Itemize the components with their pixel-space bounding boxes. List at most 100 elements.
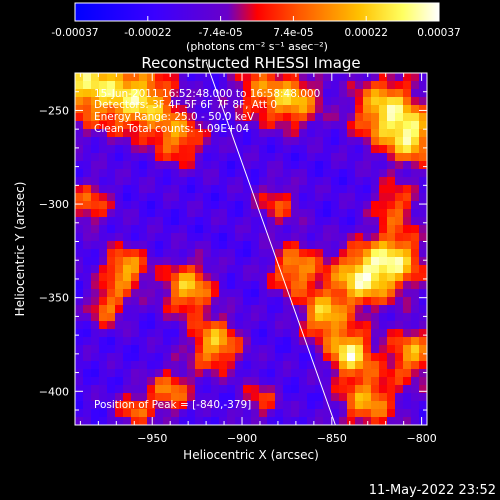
heatmap-cell: [187, 305, 196, 314]
heatmap-cell: [179, 161, 188, 170]
heatmap-cell: [363, 73, 372, 82]
heatmap-cell: [155, 225, 164, 234]
heatmap-cell: [203, 369, 212, 378]
heatmap-cell: [267, 337, 276, 346]
heatmap-cell: [403, 321, 412, 330]
heatmap-cell: [163, 265, 172, 274]
heatmap-cell: [315, 305, 324, 314]
heatmap-cell: [147, 345, 156, 354]
heatmap-cell: [267, 209, 276, 218]
heatmap-cell: [419, 369, 427, 378]
heatmap-cell: [251, 273, 260, 282]
heatmap-cell: [147, 393, 156, 402]
heatmap-cell: [99, 145, 108, 154]
heatmap-cell: [123, 273, 132, 282]
heatmap-cell: [323, 113, 332, 122]
heatmap-cell: [299, 73, 308, 82]
heatmap-cell: [243, 353, 252, 362]
heatmap-cell: [355, 113, 364, 122]
heatmap-cell: [147, 161, 156, 170]
heatmap-cell: [243, 145, 252, 154]
heatmap-cell: [363, 281, 372, 290]
heatmap-cell: [203, 393, 212, 402]
heatmap-cell: [171, 209, 180, 218]
heatmap-cell: [395, 73, 404, 82]
heatmap-cell: [275, 185, 284, 194]
heatmap-cell: [283, 97, 292, 106]
heatmap-cell: [331, 193, 340, 202]
plot-frame: [74, 72, 428, 426]
heatmap-cell: [107, 225, 116, 234]
heatmap-cell: [219, 409, 228, 418]
heatmap-cell: [371, 217, 380, 226]
heatmap-cell: [179, 97, 188, 106]
heatmap-cell: [171, 177, 180, 186]
y-axis-label: Heliocentric Y (arcsec): [13, 182, 27, 317]
heatmap-cell: [291, 225, 300, 234]
heatmap-cell: [243, 209, 252, 218]
heatmap-cell: [171, 185, 180, 194]
heatmap-cell: [75, 281, 84, 290]
heatmap-cell: [91, 241, 100, 250]
heatmap-cell: [355, 97, 364, 106]
heatmap-cell: [187, 97, 196, 106]
heatmap-cell: [259, 129, 268, 138]
heatmap-cell: [187, 273, 196, 282]
heatmap-cell: [91, 121, 100, 130]
heatmap-cell: [243, 241, 252, 250]
heatmap-cell: [211, 249, 220, 258]
heatmap-cell: [75, 417, 84, 425]
heatmap-cell: [179, 417, 188, 425]
heatmap-cell: [387, 289, 396, 298]
heatmap-cell: [211, 129, 220, 138]
heatmap-cell: [203, 201, 212, 210]
heatmap-cell: [339, 369, 348, 378]
heatmap-cell: [195, 177, 204, 186]
heatmap-cell: [155, 129, 164, 138]
heatmap-cell: [339, 337, 348, 346]
heatmap-cell: [211, 73, 220, 82]
heatmap-cell: [299, 353, 308, 362]
heatmap-cell: [75, 257, 84, 266]
heatmap-cell: [267, 177, 276, 186]
heatmap-cell: [259, 401, 268, 410]
heatmap-cell: [379, 217, 388, 226]
heatmap-cell: [131, 137, 140, 146]
heatmap-cell: [419, 233, 427, 242]
heatmap-cell: [171, 329, 180, 338]
heatmap-cell: [227, 105, 236, 114]
heatmap-cell: [291, 105, 300, 114]
heatmap-cell: [219, 217, 228, 226]
heatmap-cell: [219, 417, 228, 425]
heatmap-cell: [275, 393, 284, 402]
heatmap-cell: [179, 137, 188, 146]
heatmap-cell: [107, 265, 116, 274]
heatmap-cell: [219, 73, 228, 82]
heatmap-cell: [235, 137, 244, 146]
heatmap-cell: [195, 105, 204, 114]
heatmap-cell: [419, 409, 427, 418]
heatmap-cell: [259, 209, 268, 218]
heatmap-cell: [283, 121, 292, 130]
heatmap-cell: [331, 89, 340, 98]
heatmap-cell: [131, 377, 140, 386]
heatmap-cell: [355, 193, 364, 202]
heatmap-cell: [139, 369, 148, 378]
heatmap-cell: [155, 265, 164, 274]
heatmap-cell: [379, 105, 388, 114]
heatmap-cell: [395, 97, 404, 106]
heatmap-cell: [139, 321, 148, 330]
heatmap-cell: [275, 201, 284, 210]
heatmap-cell: [403, 185, 412, 194]
heatmap-cell: [339, 129, 348, 138]
heatmap-cell: [299, 209, 308, 218]
heatmap-cell: [211, 297, 220, 306]
heatmap-cell: [251, 97, 260, 106]
heatmap-cell: [203, 153, 212, 162]
heatmap-cell: [259, 265, 268, 274]
heatmap-cell: [235, 177, 244, 186]
heatmap-cell: [75, 73, 84, 82]
heatmap-cell: [187, 417, 196, 425]
heatmap-cell: [179, 193, 188, 202]
heatmap-cell: [283, 305, 292, 314]
